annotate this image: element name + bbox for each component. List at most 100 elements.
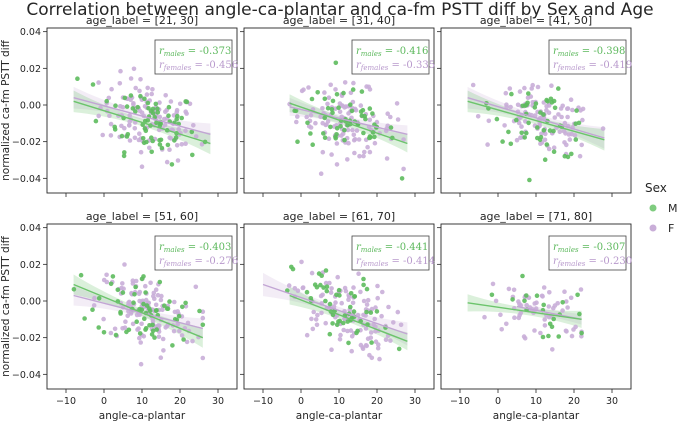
panel-2: age_label = [31, 40] rmales = -0.416 rfema… — [240, 14, 435, 197]
panel-title: age_label = [21, 30] — [86, 14, 198, 27]
point-male — [315, 90, 321, 95]
point-female — [401, 137, 406, 142]
stats-box — [351, 235, 430, 271]
point-female — [292, 286, 298, 291]
point-female — [357, 153, 362, 159]
point-female — [118, 68, 123, 74]
panels-group: age_label = [21, 30] 0.04 0.02 0.00 −0.02 −0.… — [0, 14, 632, 422]
point-male — [334, 126, 340, 131]
point-female — [572, 133, 578, 138]
point-male — [324, 288, 330, 294]
point-female — [175, 322, 180, 327]
point-male — [142, 118, 148, 124]
point-female — [183, 304, 189, 309]
point-female — [570, 107, 575, 113]
point-male — [533, 101, 539, 106]
point-female — [337, 337, 343, 342]
point-female — [380, 289, 385, 295]
point-male — [541, 112, 546, 117]
point-male — [542, 157, 548, 162]
point-female — [372, 316, 378, 322]
point-female — [132, 126, 138, 131]
point-male — [547, 128, 553, 133]
point-female — [125, 313, 130, 319]
point-female — [351, 80, 356, 86]
point-female — [516, 120, 522, 126]
point-male — [368, 310, 374, 315]
point-female — [101, 316, 106, 322]
point-female — [563, 131, 568, 136]
point-female — [190, 338, 195, 344]
point-female — [356, 137, 362, 142]
point-male — [169, 162, 175, 167]
point-male — [334, 92, 340, 97]
plot-area — [73, 66, 211, 169]
point-male — [121, 153, 127, 159]
point-female — [138, 77, 143, 82]
point-male — [522, 135, 527, 140]
point-female — [177, 101, 183, 107]
point-male — [330, 98, 336, 104]
point-female — [565, 305, 570, 310]
point-male — [149, 135, 154, 140]
point-female — [517, 89, 523, 94]
point-female — [334, 141, 340, 146]
x-tick-label: 30 — [212, 396, 224, 407]
x-tick-label: 10 — [136, 396, 148, 407]
point-male — [304, 289, 310, 295]
stat-r-females: rfemales = -0.335 — [356, 60, 435, 72]
point-female — [516, 315, 522, 321]
point-female — [301, 87, 306, 92]
point-male — [562, 153, 568, 159]
point-male — [150, 328, 156, 334]
point-female — [394, 101, 400, 106]
plot-area — [287, 60, 408, 181]
point-female — [546, 304, 552, 309]
point-male — [141, 274, 146, 279]
point-female — [375, 345, 381, 351]
point-male — [108, 281, 114, 287]
point-female — [331, 304, 337, 309]
point-female — [153, 302, 159, 308]
point-female — [514, 137, 520, 143]
point-female — [557, 129, 563, 135]
stat-r-males: rmales = -0.307 — [553, 242, 625, 254]
point-female — [137, 88, 142, 94]
point-female — [175, 158, 181, 163]
point-female — [339, 133, 344, 138]
point-male — [110, 274, 116, 279]
point-male — [165, 142, 171, 148]
point-male — [131, 300, 136, 306]
point-female — [568, 295, 574, 301]
x-tick-label: 0 — [101, 396, 107, 407]
stat-r-females: rfemales = -0.456 — [159, 60, 238, 72]
point-female — [127, 138, 133, 143]
point-female — [600, 126, 606, 131]
point-female — [482, 314, 487, 320]
point-female — [100, 132, 105, 138]
point-male — [104, 98, 109, 104]
point-male — [334, 292, 339, 298]
point-female — [137, 131, 142, 136]
point-male — [374, 309, 380, 314]
point-female — [326, 95, 332, 100]
point-male — [200, 322, 206, 328]
point-female — [162, 122, 168, 128]
point-female — [324, 122, 329, 127]
panel-title: age_label = [41, 50] — [480, 14, 592, 27]
panel-4: age_label = [51, 60] −10 0 10 20 30 0.04 0.02 0.… — [0, 210, 238, 422]
point-female — [335, 274, 341, 280]
point-male — [157, 279, 163, 285]
point-male — [508, 141, 514, 147]
point-male — [135, 104, 140, 110]
point-male — [333, 60, 339, 66]
point-female — [373, 305, 378, 310]
point-male — [345, 319, 351, 324]
point-male — [519, 130, 524, 136]
point-male — [321, 285, 326, 290]
point-female — [308, 112, 314, 118]
stat-r-females: rfemales = -0.276 — [159, 256, 238, 268]
point-female — [565, 114, 570, 120]
point-female — [534, 300, 539, 306]
point-female — [151, 290, 157, 296]
